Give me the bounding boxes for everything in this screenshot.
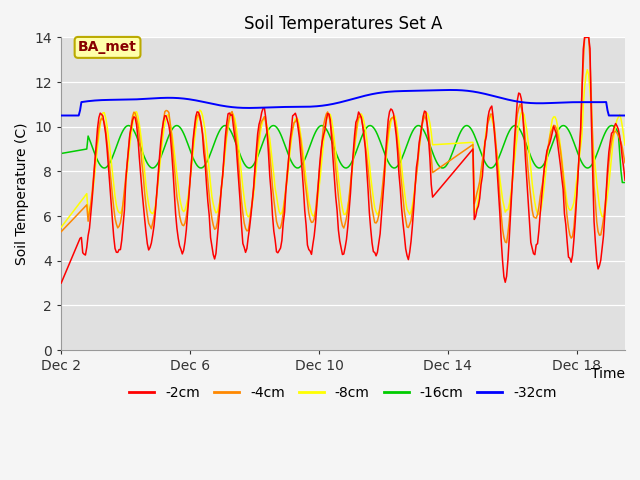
Text: Time: Time (591, 367, 625, 381)
Y-axis label: Soil Temperature (C): Soil Temperature (C) (15, 122, 29, 265)
Legend: -2cm, -4cm, -8cm, -16cm, -32cm: -2cm, -4cm, -8cm, -16cm, -32cm (124, 381, 563, 406)
Text: BA_met: BA_met (78, 40, 137, 54)
Title: Soil Temperatures Set A: Soil Temperatures Set A (244, 15, 442, 33)
